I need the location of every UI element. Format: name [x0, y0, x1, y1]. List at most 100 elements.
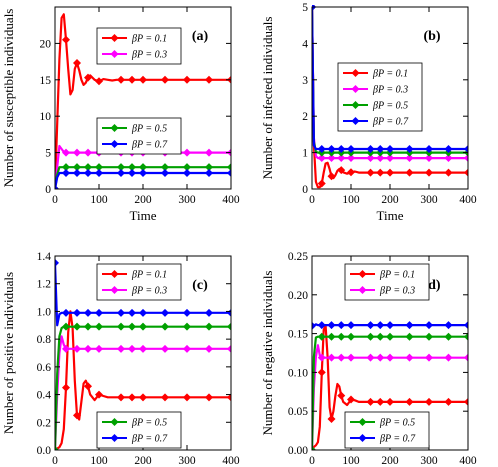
data-point [62, 344, 70, 353]
data-point [95, 168, 103, 177]
legend-box [96, 411, 182, 449]
data-point [128, 168, 136, 177]
legend-swatch-marker [351, 85, 360, 93]
data-point [317, 321, 326, 330]
legend-box [337, 62, 423, 132]
data-point [161, 344, 169, 353]
series-group [55, 13, 231, 189]
series-markers-4 [312, 321, 468, 330]
data-point [205, 322, 213, 331]
data-point [128, 393, 136, 402]
legend-swatch-marker [358, 286, 367, 294]
legend-entry: βP = 0.5 [372, 101, 408, 112]
data-point [317, 154, 326, 163]
data-point [327, 414, 336, 423]
data-point [95, 163, 103, 172]
y-tick-label: 1 [302, 148, 308, 160]
data-point [73, 344, 81, 353]
data-point [227, 393, 231, 402]
legend-entry: βP = 0.1 [372, 69, 408, 80]
data-point [62, 168, 70, 177]
y-tick-label: 0.8 [37, 334, 52, 346]
panel-c: 01002003004000.00.20.40.60.81.01.21.4Tim… [1, 251, 240, 467]
y-axis-title: Number of positive individuals [1, 272, 16, 434]
y-tick-label: 0.00 [288, 445, 308, 457]
data-point [84, 322, 92, 331]
series-markers-3 [312, 332, 468, 450]
data-point [161, 308, 169, 317]
data-point [183, 168, 191, 177]
panel-d: 01002003004000.000.050.100.150.200.25Tim… [260, 251, 477, 467]
x-tick-label: 200 [134, 455, 152, 467]
data-point [317, 179, 326, 188]
data-point [317, 332, 326, 341]
data-point [117, 322, 125, 331]
data-point [205, 344, 213, 353]
data-point [161, 393, 169, 402]
data-point [139, 393, 147, 402]
data-point [464, 321, 468, 330]
data-point [227, 168, 231, 177]
data-point [444, 397, 453, 406]
legend: βP = 0.1 βP = 0.3 [96, 263, 182, 301]
data-point [227, 322, 231, 331]
y-tick-label: 0 [45, 184, 51, 196]
data-point [405, 144, 414, 153]
series-markers-4 [55, 258, 231, 317]
data-point [337, 144, 346, 153]
legend-box [96, 117, 182, 155]
data-point [117, 75, 125, 84]
y-axis-title: Number of susceptible individuals [1, 9, 16, 188]
y-tick-label: 0.2 [37, 417, 52, 429]
legend-swatch-marker [110, 140, 119, 148]
data-point [366, 321, 375, 330]
data-point [386, 397, 394, 406]
data-point [464, 332, 468, 341]
y-axis-title: Number of negative individuals [260, 271, 275, 436]
data-point [347, 321, 355, 330]
data-point [337, 166, 346, 175]
data-point [139, 75, 147, 84]
y-tick-label: 1.0 [37, 306, 52, 318]
data-point [464, 168, 468, 177]
series-markers-1 [55, 382, 231, 450]
y-tick-label: 20 [40, 38, 52, 50]
data-point [117, 393, 125, 402]
y-tick-label: 0 [302, 184, 308, 196]
data-point [161, 168, 169, 177]
y-tick-label: 3 [302, 75, 308, 87]
data-point [73, 148, 81, 157]
data-point [84, 163, 92, 172]
data-point [95, 308, 103, 317]
legend-entry: βP = 0.5 [131, 124, 167, 135]
data-point [464, 397, 468, 406]
data-point [386, 144, 394, 153]
data-point [128, 75, 136, 84]
data-point [347, 144, 355, 153]
panel-b: 0 100 200 300 400 0 1 2 3 4 5 Time Number of infecte… [260, 2, 477, 223]
data-point [139, 168, 147, 177]
y-tick-label: 5 [302, 2, 308, 14]
data-point [205, 308, 213, 317]
legend-swatch-marker [351, 101, 360, 109]
series-markers-1 [312, 5, 468, 188]
data-point [425, 154, 433, 163]
legend-box [344, 411, 430, 449]
y-tick-label: 0.4 [37, 390, 52, 402]
data-point [444, 168, 453, 177]
data-point [62, 35, 70, 44]
data-point [425, 332, 433, 341]
legend-box [96, 27, 182, 65]
series-markers-2 [55, 344, 231, 450]
data-point [386, 353, 394, 362]
data-point [95, 322, 103, 331]
data-point [347, 395, 355, 404]
series-markers-1 [312, 368, 468, 450]
data-point [183, 308, 191, 317]
data-point [464, 154, 468, 163]
x-tick-label: 300 [420, 455, 438, 467]
legend-swatch-marker [110, 124, 119, 132]
data-point [183, 393, 191, 402]
x-axis-title: Time [130, 208, 157, 223]
legend-swatch-marker [110, 418, 119, 426]
